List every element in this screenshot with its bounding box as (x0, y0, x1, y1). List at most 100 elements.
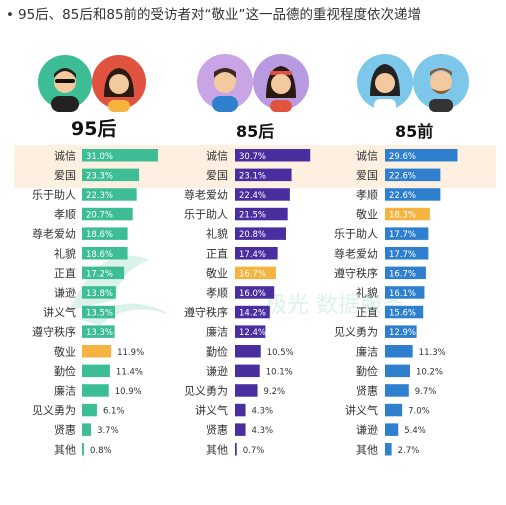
category-label-85-14: 贤惠 (206, 423, 228, 437)
value-label-95-0: 31.0% (86, 152, 113, 162)
bar-85-13 (235, 403, 246, 417)
value-label-85-3: 21.5% (239, 211, 266, 221)
value-label-85-2: 22.4% (239, 191, 266, 201)
value-label-pre85-15: 2.7% (398, 446, 420, 456)
value-label-85-4: 20.8% (239, 230, 266, 240)
category-label-95-9: 遵守秩序 (32, 325, 76, 339)
bar-pre85-5 (385, 247, 429, 260)
bar-85-6 (235, 266, 276, 280)
category-label-pre85-11: 勤俭 (356, 364, 378, 378)
value-label-85-11: 10.1% (266, 367, 293, 377)
category-label-pre85-8: 正直 (356, 305, 378, 319)
category-label-pre85-6: 遵守秩序 (334, 266, 378, 280)
bar-85-0 (235, 149, 311, 162)
category-label-pre85-2: 孝顺 (356, 188, 378, 201)
heading-pre85: 85前 (395, 122, 434, 141)
category-label-85-13: 讲义气 (195, 403, 228, 417)
value-label-95-10: 11.9% (117, 348, 144, 358)
bar-85-15 (235, 443, 237, 456)
bar-95-4 (82, 227, 128, 240)
value-label-85-15: 0.7% (243, 446, 265, 456)
bar-pre85-11 (385, 364, 410, 378)
category-label-pre85-3: 敬业 (356, 208, 378, 221)
value-label-95-1: 23.3% (86, 171, 113, 181)
bar-95-15 (82, 443, 84, 456)
category-label-85-2: 尊老爱幼 (184, 187, 228, 201)
category-label-95-12: 廉洁 (54, 383, 76, 397)
bar-95-1 (82, 168, 140, 182)
bar-pre85-8 (385, 305, 424, 319)
bar-85-12 (235, 384, 258, 397)
bar-95-14 (82, 423, 92, 436)
value-label-85-5: 17.4% (239, 250, 266, 260)
category-label-pre85-4: 乐于助人 (334, 227, 378, 241)
category-label-95-4: 尊老爱幼 (32, 227, 76, 241)
category-label-pre85-14: 谦逊 (356, 424, 378, 437)
category-label-95-5: 礼貌 (54, 246, 76, 260)
value-label-85-12: 9.2% (264, 387, 286, 397)
value-label-95-13: 6.1% (103, 407, 125, 417)
avatar-group-85 (197, 54, 309, 112)
value-label-85-13: 4.3% (252, 407, 274, 417)
value-label-85-6: 16.7% (239, 269, 266, 279)
bar-95-6 (82, 266, 125, 280)
bar-85-2 (235, 188, 290, 201)
avatar-group-pre85 (357, 54, 469, 112)
category-label-85-15: 其他 (206, 443, 228, 456)
heading-85: 85后 (236, 122, 275, 141)
bar-pre85-7 (385, 286, 425, 299)
category-label-85-12: 见义勇为 (184, 384, 228, 397)
bar-pre85-3 (385, 207, 430, 221)
value-label-pre85-8: 15.6% (389, 309, 416, 319)
category-label-pre85-10: 廉洁 (356, 344, 378, 358)
value-label-95-7: 13.8% (86, 289, 113, 299)
value-label-85-14: 4.3% (252, 426, 274, 436)
page-title: • 95后、85后和85前的受访者对“敬业”这一品德的重视程度依次递增 (6, 7, 422, 23)
avatar-group-95 (38, 55, 146, 112)
category-label-85-9: 廉洁 (206, 325, 228, 339)
page-title-text: 95后、85后和85前的受访者对“敬业”这一品德的重视程度依次递增 (18, 7, 422, 23)
value-label-pre85-13: 7.0% (408, 407, 430, 417)
bar-85-7 (235, 286, 275, 299)
category-label-pre85-1: 爱国 (356, 169, 378, 182)
bar-95-11 (82, 364, 110, 378)
category-label-85-3: 乐于助人 (184, 207, 228, 221)
value-label-pre85-9: 12.9% (389, 328, 416, 338)
category-label-95-1: 爱国 (54, 169, 76, 182)
category-label-95-10: 敬业 (54, 345, 76, 358)
bar-95-13 (82, 403, 97, 417)
bar-85-8 (235, 305, 270, 319)
bar-pre85-6 (385, 266, 426, 280)
bar-85-3 (235, 207, 288, 221)
value-label-95-12: 10.9% (115, 387, 142, 397)
value-label-95-4: 18.6% (86, 230, 113, 240)
value-label-pre85-2: 22.6% (389, 191, 416, 201)
value-label-pre85-4: 17.7% (389, 230, 416, 240)
bar-pre85-10 (385, 345, 413, 358)
category-label-95-13: 见义勇为 (32, 404, 76, 417)
bar-85-1 (235, 168, 292, 182)
category-label-95-8: 讲义气 (43, 305, 76, 319)
category-label-85-11: 谦逊 (206, 365, 228, 378)
value-label-85-1: 23.1% (239, 171, 266, 181)
category-label-95-2: 乐于助人 (32, 187, 76, 201)
watermark-text: 极光 数据服务 (265, 293, 404, 318)
value-label-pre85-0: 29.6% (389, 152, 416, 162)
value-label-85-7: 16.0% (239, 289, 266, 299)
category-label-pre85-12: 贤惠 (356, 383, 378, 397)
category-label-95-14: 贤惠 (54, 423, 76, 437)
category-label-85-0: 诚信 (206, 149, 228, 162)
category-label-95-3: 孝顺 (54, 208, 76, 221)
bar-95-5 (82, 247, 128, 260)
bar-85-4 (235, 227, 286, 240)
heading-95: 95后 (71, 118, 117, 140)
value-label-85-9: 12.4% (239, 328, 266, 338)
bar-95-3 (82, 207, 133, 221)
category-label-85-7: 孝顺 (206, 286, 228, 299)
value-label-85-0: 30.7% (239, 152, 266, 162)
bar-pre85-15 (385, 443, 392, 456)
value-label-85-10: 10.5% (267, 348, 294, 358)
bar-85-9 (235, 325, 266, 338)
bar-95-2 (82, 188, 137, 201)
value-label-95-15: 0.8% (90, 446, 112, 456)
